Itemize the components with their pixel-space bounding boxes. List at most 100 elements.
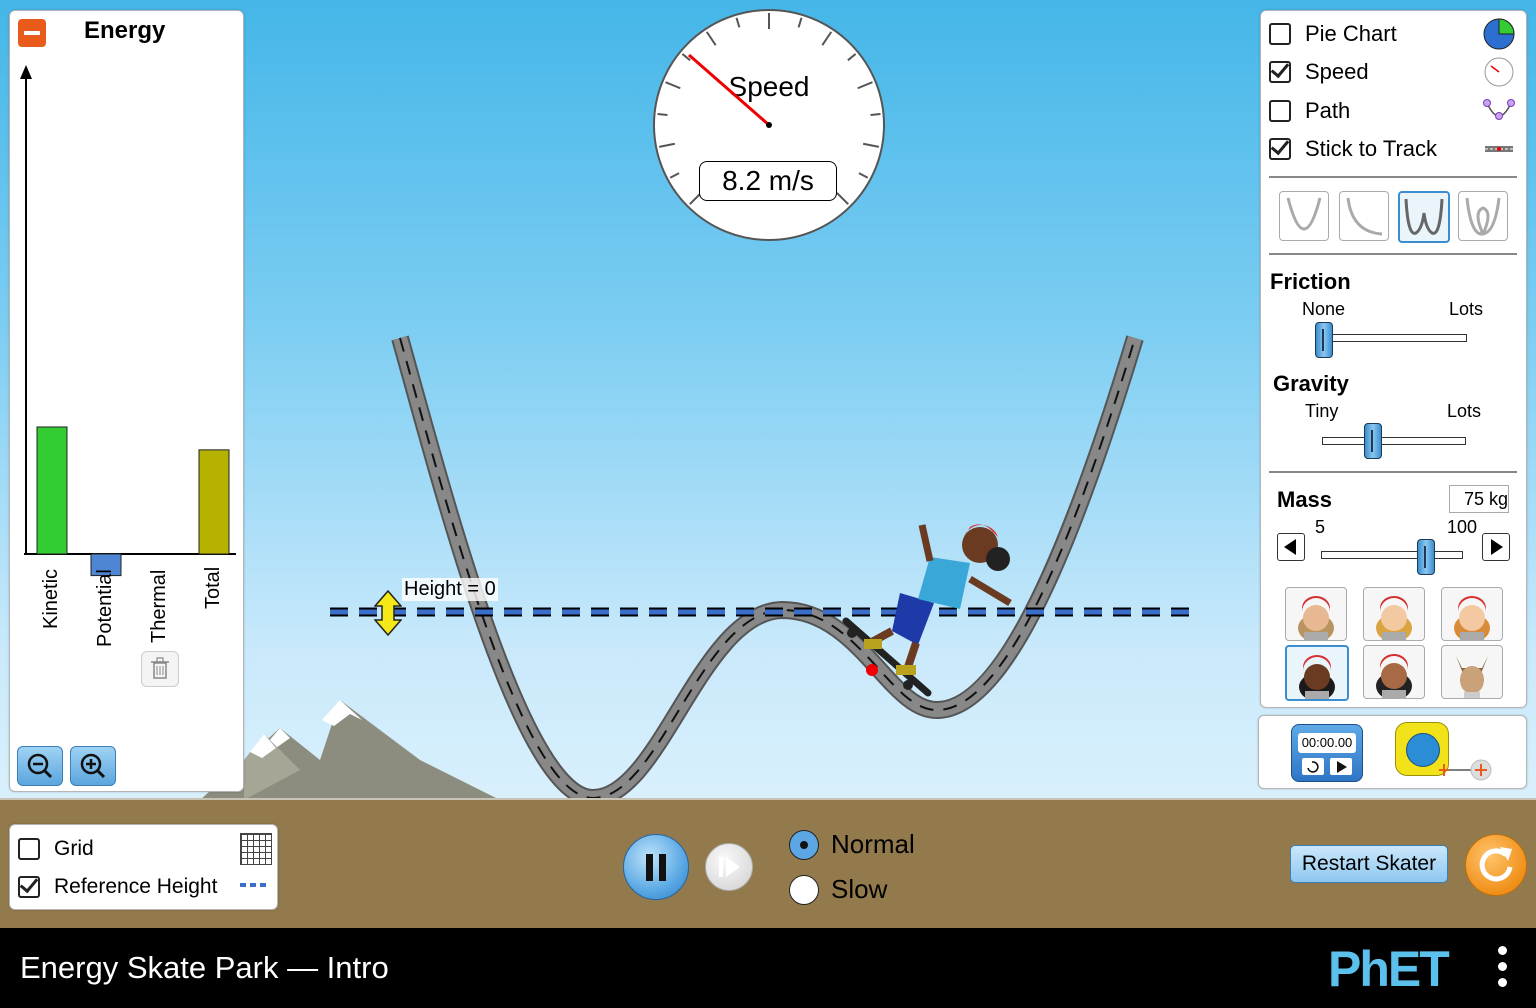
arrow-left-icon [1284, 539, 1296, 555]
gauge-tick [836, 192, 849, 205]
stopwatch-time: 00:00.00 [1298, 733, 1356, 753]
track-button-double-well[interactable] [1398, 191, 1450, 243]
stick-to-track-checkbox[interactable] [1269, 138, 1291, 160]
normal-speed-label[interactable]: Normal [831, 829, 915, 859]
pie-chart-checkbox-row[interactable]: Pie Chart [1269, 20, 1397, 48]
step-forward-button[interactable] [705, 843, 753, 891]
double-well-track-icon [1404, 198, 1444, 235]
path-icon [1483, 99, 1515, 120]
slow-speed-radio[interactable] [789, 875, 819, 905]
bar-label-thermal: Thermal [148, 569, 170, 643]
gauge-tick [821, 31, 833, 46]
stopwatch-controls-icon [1302, 758, 1352, 775]
reference-height-handle[interactable] [374, 590, 402, 636]
gauge-tick [870, 113, 881, 116]
friction-title: Friction [1270, 269, 1351, 294]
collapse-graph-button[interactable] [18, 19, 46, 47]
speedometer-icon [1484, 57, 1514, 87]
tape-measure-tool[interactable] [1395, 722, 1449, 776]
gauge-tick [669, 172, 680, 179]
loop-track-icon [1465, 197, 1501, 236]
stick-to-track-label: Stick to Track [1305, 136, 1438, 161]
energy-bar-potential [90, 553, 122, 577]
speedometer-needle [688, 53, 772, 128]
gauge-tick [858, 172, 869, 179]
friction-slider-track[interactable] [1323, 334, 1467, 342]
bar-label-total: Total [202, 566, 224, 609]
stopwatch-tool[interactable]: 00:00.00 [1291, 724, 1363, 782]
gauge-tick [797, 17, 803, 28]
pie-chart-icon [1483, 18, 1515, 50]
controls-panel: Pie Chart Speed Path Stick to Track [1260, 10, 1527, 708]
speed-checkbox-row[interactable]: Speed [1269, 58, 1369, 86]
path-label: Path [1305, 98, 1351, 123]
pie-chart-label: Pie Chart [1305, 21, 1397, 46]
mass-increase-button[interactable] [1482, 533, 1510, 561]
skate-track[interactable] [0, 0, 1536, 928]
grid-checkbox-row[interactable]: Grid [18, 835, 94, 863]
gravity-slider-track[interactable] [1322, 437, 1466, 445]
reference-height-checkbox-label: Reference Height [54, 875, 218, 898]
track-icon [1485, 146, 1513, 152]
zoom-out-button[interactable] [17, 746, 63, 786]
gauge-tick [847, 53, 857, 62]
normal-speed-radio[interactable] [789, 830, 819, 860]
reset-icon [1479, 847, 1513, 882]
bar-label-potential: Potential [94, 569, 116, 647]
gauge-tick [658, 142, 676, 148]
skater-button-2[interactable] [1363, 587, 1425, 641]
reference-height-line[interactable] [0, 0, 1536, 928]
speed-label: Speed [1305, 59, 1369, 84]
menu-button[interactable] [1494, 946, 1510, 996]
pie-chart-checkbox[interactable] [1269, 23, 1291, 45]
slow-speed-label[interactable]: Slow [831, 874, 888, 904]
track-button-parabola[interactable] [1279, 191, 1329, 241]
gauge-tick [862, 142, 880, 148]
reference-height-checkbox[interactable] [18, 876, 40, 898]
arrow-right-icon [1491, 539, 1503, 555]
reference-height-icon [240, 883, 270, 887]
skater-dog-icon [1456, 656, 1488, 698]
reset-all-button[interactable] [1465, 834, 1527, 896]
track-button-slope[interactable] [1339, 191, 1389, 241]
mass-slider-track[interactable] [1321, 551, 1463, 559]
pause-button[interactable] [623, 834, 689, 900]
trash-icon [151, 657, 169, 679]
zoom-in-button[interactable] [70, 746, 116, 786]
skater-button-5[interactable] [1363, 645, 1425, 699]
restart-skater-button[interactable]: Restart Skater [1290, 845, 1448, 883]
energy-bar-total [198, 449, 230, 555]
gauge-tick [681, 53, 691, 62]
track-button-loop[interactable] [1458, 191, 1508, 241]
skater[interactable] [830, 515, 1030, 705]
stick-to-track-checkbox-row[interactable]: Stick to Track [1269, 135, 1437, 163]
mass-decrease-button[interactable] [1277, 533, 1305, 561]
speedometer[interactable]: Speed 8.2 m/s [653, 9, 885, 241]
step-forward-icon [719, 857, 740, 877]
skater-button-6[interactable] [1441, 645, 1503, 699]
skater-1-icon [1298, 596, 1334, 640]
grid-checkbox[interactable] [18, 838, 40, 860]
mountains [200, 700, 500, 800]
mass-slider-thumb[interactable] [1416, 539, 1435, 575]
skater-button-4[interactable] [1285, 645, 1349, 701]
skater-button-1[interactable] [1285, 587, 1347, 641]
skater-button-3[interactable] [1441, 587, 1503, 641]
grid-label: Grid [54, 837, 94, 860]
gravity-slider-thumb[interactable] [1363, 423, 1382, 459]
friction-slider-thumb[interactable] [1315, 322, 1333, 358]
energy-bar-graph-panel: Energy Kinetic Potential Thermal Total [9, 10, 244, 792]
reference-height-checkbox-row[interactable]: Reference Height [18, 873, 217, 901]
grid-icon [240, 833, 272, 865]
menu-dot [1497, 962, 1507, 971]
menu-dot [1497, 946, 1507, 955]
speed-checkbox[interactable] [1269, 61, 1291, 83]
path-checkbox[interactable] [1269, 100, 1291, 122]
path-checkbox-row[interactable]: Path [1269, 97, 1350, 125]
clear-thermal-button[interactable] [141, 651, 179, 687]
phet-logo[interactable]: PhET [1328, 941, 1450, 997]
zoom-in-icon [80, 753, 106, 779]
gauge-tick [665, 81, 681, 90]
navigation-bar [0, 928, 1536, 1008]
zoom-out-icon [27, 753, 53, 779]
